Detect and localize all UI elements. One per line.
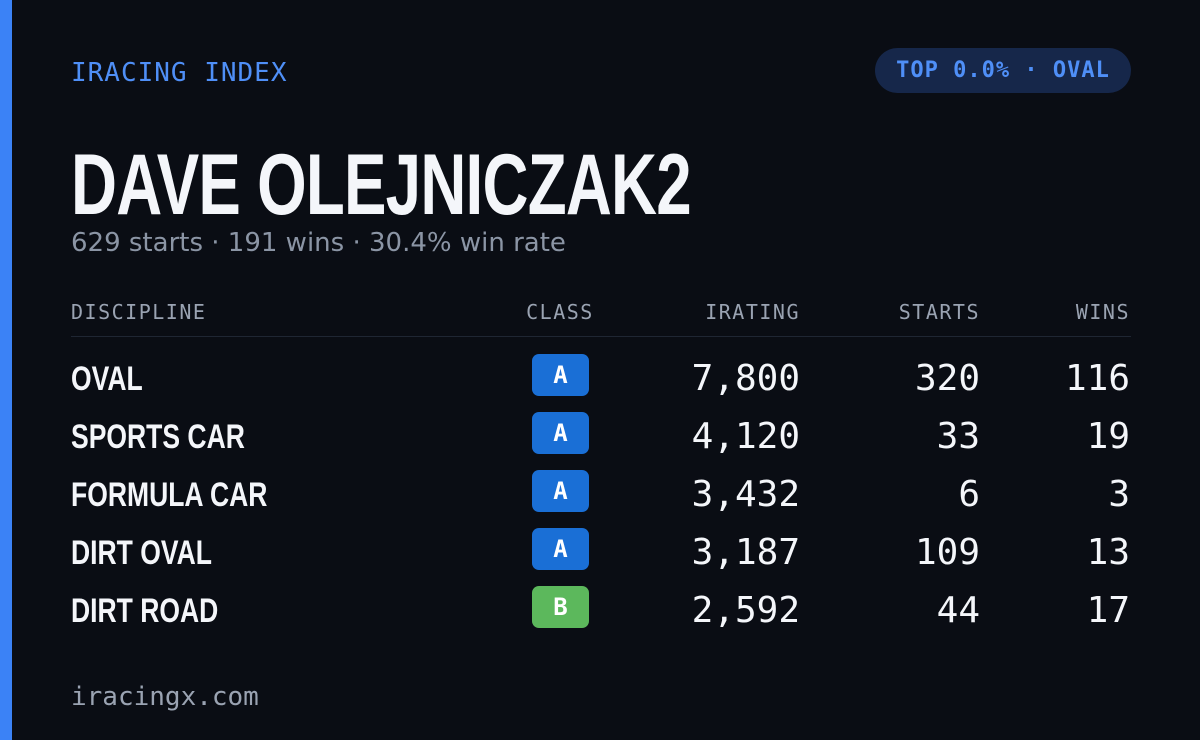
stat-value: 109 (914, 532, 980, 573)
column-header: STARTS (898, 300, 980, 324)
stat-value: 17 (1086, 590, 1130, 631)
stat-value: 4,120 (691, 416, 800, 457)
footer-link: iracingx.com (71, 682, 259, 712)
stat-value: 33 (936, 416, 980, 457)
brand-title: IRACING INDEX (71, 58, 288, 88)
stat-value: 7,800 (691, 358, 800, 399)
stat-value: 3,432 (691, 474, 800, 515)
column-header: IRATING (705, 300, 800, 324)
discipline-name: DIRT OVAL (71, 534, 212, 572)
stat-value: 3,187 (691, 532, 800, 573)
stat-value: 44 (936, 590, 980, 631)
discipline-name: SPORTS CAR (71, 418, 245, 456)
stat-value: 116 (1064, 358, 1130, 399)
discipline-name: OVAL (71, 360, 143, 398)
column-header: WINS (1075, 300, 1130, 324)
stat-value: 19 (1086, 416, 1130, 457)
class-badge: B (532, 586, 589, 628)
stat-value: 3 (1108, 474, 1130, 515)
stat-value: 2,592 (691, 590, 800, 631)
column-header: DISCIPLINE (71, 300, 207, 324)
class-badge: A (532, 354, 589, 396)
player-summary: 629 starts · 191 wins · 30.4% win rate (71, 228, 566, 258)
player-name: DAVE OLEJNICZAK2 (71, 137, 692, 233)
class-badge: A (532, 528, 589, 570)
discipline-name: DIRT ROAD (71, 592, 219, 630)
stat-value: 6 (958, 474, 980, 515)
rank-badge: TOP 0.0% · OVAL (875, 48, 1131, 93)
stat-value: 320 (914, 358, 980, 399)
column-header: CLASS (526, 300, 594, 324)
discipline-name: FORMULA CAR (71, 476, 268, 514)
class-badge: A (532, 470, 589, 512)
stat-value: 13 (1086, 532, 1130, 573)
accent-stripe (0, 0, 12, 740)
divider (71, 336, 1131, 337)
class-badge: A (532, 412, 589, 454)
